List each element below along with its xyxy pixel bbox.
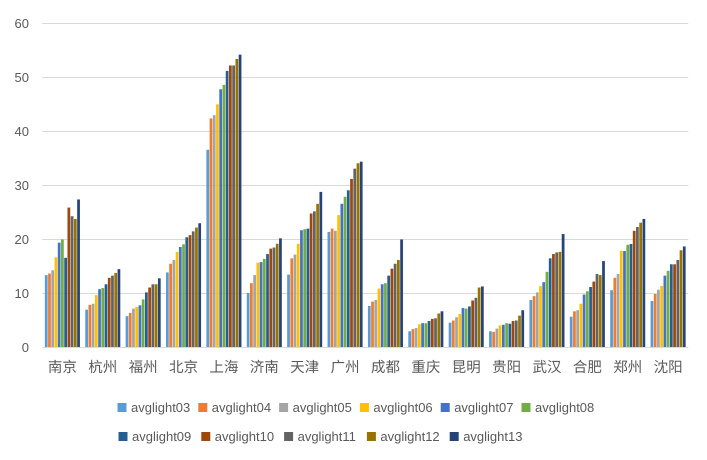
svg-text:avglight05: avglight05 [293, 400, 352, 415]
svg-text:20: 20 [15, 232, 29, 247]
svg-text:avglight11: avglight11 [298, 429, 356, 444]
svg-text:30: 30 [15, 178, 29, 193]
svg-text:avglight03: avglight03 [131, 400, 190, 415]
svg-text:40: 40 [15, 124, 29, 139]
svg-text:avglight12: avglight12 [380, 429, 439, 444]
svg-text:50: 50 [15, 70, 29, 85]
svg-text:60: 60 [15, 16, 29, 31]
svg-text:avglight04: avglight04 [212, 400, 271, 415]
svg-text:0: 0 [22, 340, 29, 355]
svg-text:avglight07: avglight07 [454, 400, 513, 415]
svg-text:10: 10 [15, 286, 29, 301]
svg-text:avglight10: avglight10 [215, 429, 274, 444]
svg-text:avglight09: avglight09 [132, 429, 191, 444]
svg-text:avglight13: avglight13 [463, 429, 522, 444]
svg-text:avglight06: avglight06 [373, 400, 432, 415]
svg-text:avglight08: avglight08 [535, 400, 594, 415]
